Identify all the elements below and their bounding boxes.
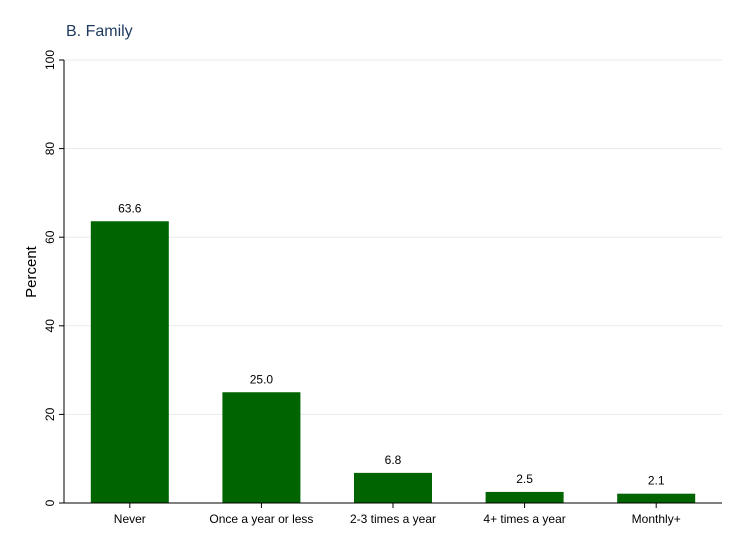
y-tick-label: 40 bbox=[43, 319, 57, 333]
y-tick-label: 20 bbox=[43, 407, 57, 421]
y-tick-label: 100 bbox=[43, 50, 57, 70]
x-tick-label: Never bbox=[114, 512, 146, 526]
bar bbox=[617, 493, 696, 503]
x-axis-ticks: Never Once a year or less 2-3 times a year… bbox=[114, 503, 681, 526]
y-axis-ticks: 0 20 40 60 80 100 bbox=[43, 50, 64, 506]
gridlines bbox=[64, 59, 722, 415]
x-tick-label: 2-3 times a year bbox=[350, 512, 436, 526]
bar bbox=[222, 392, 301, 503]
bar bbox=[485, 491, 564, 503]
data-label: 2.5 bbox=[516, 472, 533, 486]
y-axis-label: Percent bbox=[23, 245, 40, 298]
data-label: 25.0 bbox=[250, 372, 274, 386]
x-tick-label: Monthly+ bbox=[632, 512, 681, 526]
x-tick-label: 4+ times a year bbox=[483, 512, 565, 526]
bars bbox=[90, 221, 696, 503]
data-label: 6.8 bbox=[385, 453, 402, 467]
bar bbox=[90, 221, 169, 503]
y-tick-label: 0 bbox=[43, 499, 57, 506]
x-tick-label: Once a year or less bbox=[209, 512, 313, 526]
data-label: 2.1 bbox=[648, 474, 665, 488]
chart-title: B. Family bbox=[66, 23, 133, 40]
y-tick-label: 60 bbox=[43, 230, 57, 244]
data-label: 63.6 bbox=[118, 201, 142, 215]
bar bbox=[354, 472, 432, 503]
y-tick-label: 80 bbox=[43, 142, 57, 156]
data-labels: 63.6 25.0 6.8 2.5 2.1 bbox=[118, 201, 665, 487]
